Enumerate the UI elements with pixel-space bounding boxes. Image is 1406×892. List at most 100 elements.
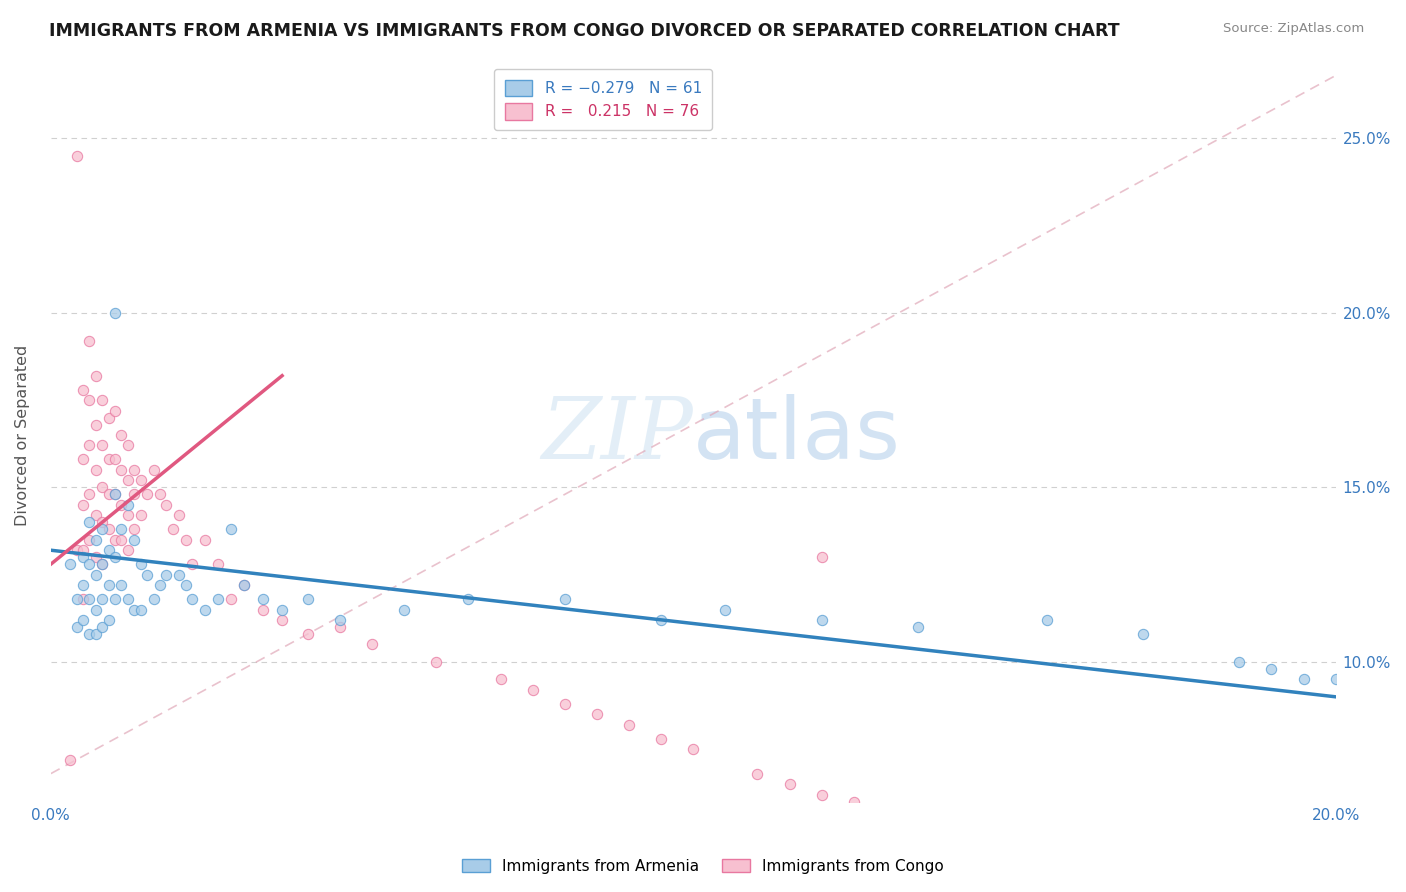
Point (136, 567, 159, 582)
Point (875, 801, 897, 815)
Point (329, 620, 352, 634)
Point (1227, 655, 1250, 669)
Point (110, 522, 132, 536)
Point (97, 487, 120, 501)
Point (779, 777, 801, 791)
Point (91, 592, 114, 607)
Point (72, 383, 94, 397)
Point (72, 543, 94, 558)
Point (104, 403, 127, 417)
Point (110, 463, 132, 477)
Point (117, 498, 139, 512)
Y-axis label: Divorced or Separated: Divorced or Separated (15, 344, 30, 525)
Point (907, 620, 929, 634)
Point (117, 592, 139, 607)
Point (207, 592, 229, 607)
Point (79, 627, 101, 641)
Point (169, 567, 191, 582)
Point (1324, 673, 1347, 687)
Point (219, 592, 242, 607)
Point (586, 707, 609, 722)
Point (84, 368, 107, 383)
Point (104, 487, 127, 501)
Point (72, 592, 94, 607)
Point (84, 567, 107, 582)
Point (97, 578, 120, 592)
Point (59, 753, 82, 767)
Point (714, 602, 737, 616)
Point (72, 498, 94, 512)
Point (1132, 627, 1154, 641)
Point (169, 508, 191, 523)
Legend: R = −0.279   N = 61, R =   0.215   N = 76: R = −0.279 N = 61, R = 0.215 N = 76 (494, 69, 713, 130)
Point (110, 428, 132, 442)
Point (104, 487, 127, 501)
Point (79, 334, 101, 348)
Text: ZIP: ZIP (541, 393, 693, 476)
Point (97, 613, 120, 627)
Point (84, 508, 107, 523)
Point (1292, 673, 1315, 687)
Point (162, 522, 184, 536)
Point (650, 613, 672, 627)
Point (59, 557, 82, 571)
Point (84, 602, 107, 616)
Point (79, 487, 101, 501)
Point (91, 557, 114, 571)
Point (297, 627, 319, 641)
Point (810, 550, 832, 565)
Point (84, 550, 107, 565)
Point (124, 602, 146, 616)
Point (155, 498, 177, 512)
Point (65, 620, 87, 634)
Text: atlas: atlas (693, 393, 901, 476)
Point (124, 533, 146, 547)
Text: IMMIGRANTS FROM ARMENIA VS IMMIGRANTS FROM CONGO DIVORCED OR SEPARATED CORRELATI: IMMIGRANTS FROM ARMENIA VS IMMIGRANTS FR… (49, 22, 1119, 40)
Point (84, 417, 107, 432)
Point (129, 474, 152, 488)
Point (104, 592, 127, 607)
Point (174, 578, 197, 592)
Point (65, 592, 87, 607)
Point (79, 438, 101, 452)
Point (142, 463, 165, 477)
Point (650, 731, 672, 746)
Point (79, 393, 101, 408)
Point (79, 516, 101, 530)
Point (457, 592, 479, 607)
Point (91, 480, 114, 494)
Point (124, 463, 146, 477)
Point (136, 487, 159, 501)
Point (810, 613, 832, 627)
Point (79, 533, 101, 547)
Point (110, 578, 132, 592)
Point (129, 557, 152, 571)
Point (91, 393, 114, 408)
Point (219, 522, 242, 536)
Point (181, 557, 204, 571)
Point (425, 655, 447, 669)
Point (682, 742, 704, 756)
Point (747, 766, 769, 780)
Point (97, 522, 120, 536)
Point (297, 592, 319, 607)
Point (91, 557, 114, 571)
Legend: Immigrants from Armenia, Immigrants from Congo: Immigrants from Armenia, Immigrants from… (457, 853, 949, 880)
Point (97, 410, 120, 425)
Point (65, 149, 87, 163)
Point (194, 533, 217, 547)
Point (117, 474, 139, 488)
Point (129, 602, 152, 616)
Point (72, 550, 94, 565)
Point (329, 613, 352, 627)
Point (104, 452, 127, 467)
Point (91, 438, 114, 452)
Point (271, 602, 294, 616)
Point (174, 533, 197, 547)
Point (939, 812, 962, 826)
Point (84, 463, 107, 477)
Point (392, 602, 415, 616)
Point (117, 438, 139, 452)
Point (271, 613, 294, 627)
Point (65, 543, 87, 558)
